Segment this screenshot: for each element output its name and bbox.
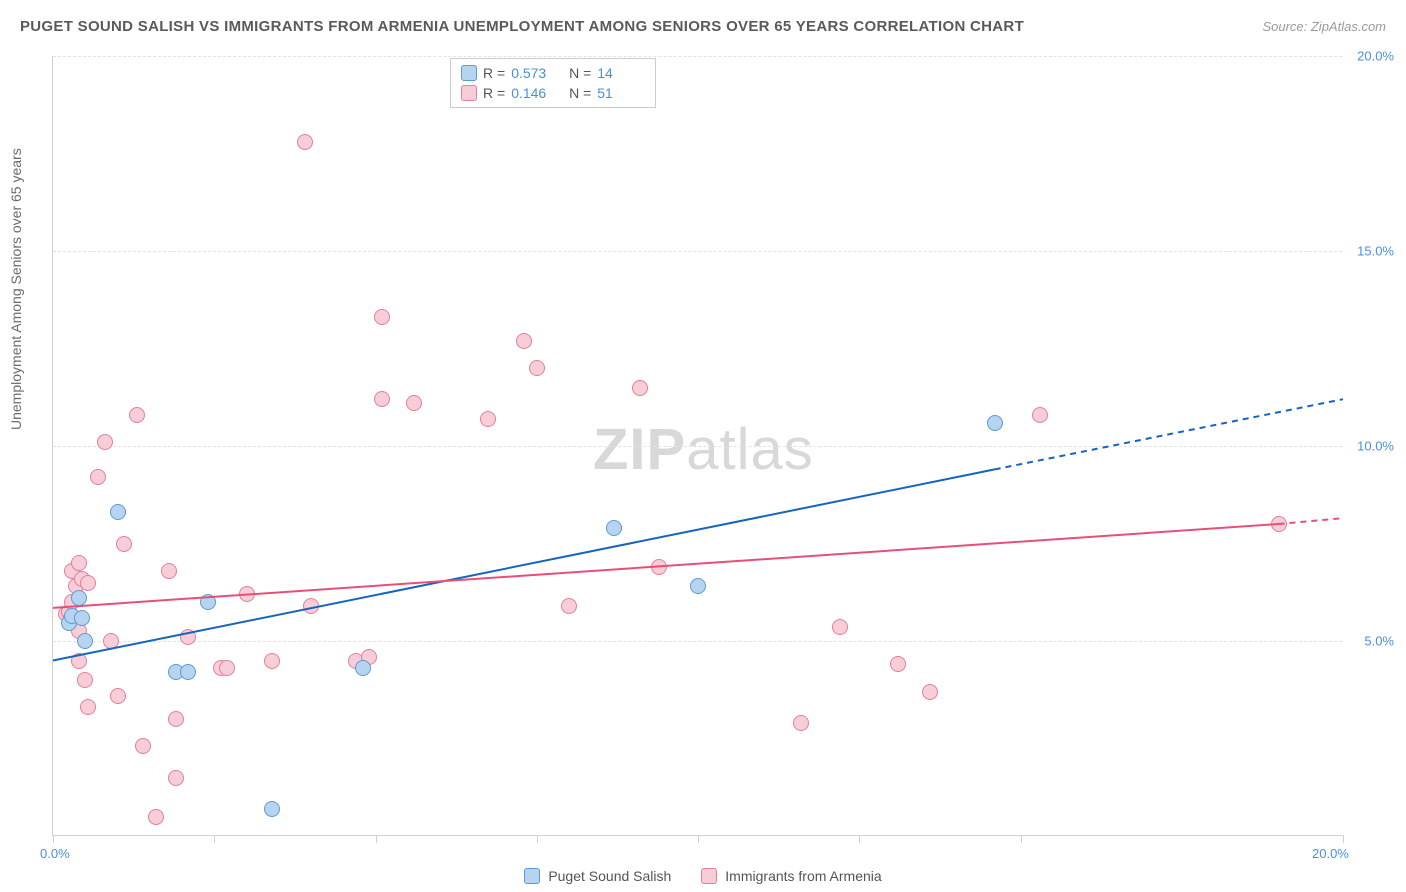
data-point — [77, 672, 93, 688]
y-axis-label: Unemployment Among Seniors over 65 years — [8, 148, 24, 430]
stats-row: R = 0.146 N = 51 — [461, 83, 645, 103]
data-point — [168, 770, 184, 786]
data-point — [103, 633, 119, 649]
data-point — [110, 504, 126, 520]
data-point — [161, 563, 177, 579]
y-tick-label: 5.0% — [1346, 634, 1394, 649]
data-point — [987, 415, 1003, 431]
x-tick — [537, 835, 538, 843]
x-tick — [859, 835, 860, 843]
data-point — [561, 598, 577, 614]
n-value: 51 — [597, 85, 645, 101]
n-label: N = — [565, 85, 591, 101]
data-point — [374, 391, 390, 407]
data-point — [110, 688, 126, 704]
data-point — [793, 715, 809, 731]
data-point — [71, 555, 87, 571]
y-tick-label: 20.0% — [1346, 49, 1394, 64]
data-point — [180, 629, 196, 645]
data-point — [71, 590, 87, 606]
legend-label: Immigrants from Armenia — [725, 868, 881, 884]
gridline — [53, 446, 1342, 447]
data-point — [129, 407, 145, 423]
data-point — [651, 559, 667, 575]
data-point — [200, 594, 216, 610]
r-value: 0.146 — [511, 85, 559, 101]
x-tick — [376, 835, 377, 843]
x-tick — [214, 835, 215, 843]
data-point — [890, 656, 906, 672]
source-label: Source: ZipAtlas.com — [1262, 19, 1386, 34]
data-point — [264, 801, 280, 817]
y-tick-label: 15.0% — [1346, 244, 1394, 259]
x-tick — [1021, 835, 1022, 843]
data-point — [297, 134, 313, 150]
data-point — [148, 809, 164, 825]
watermark: ZIPatlas — [593, 416, 814, 483]
data-point — [97, 434, 113, 450]
data-point — [1271, 516, 1287, 532]
stats-row: R = 0.573 N = 14 — [461, 63, 645, 83]
x-tick — [698, 835, 699, 843]
chart-title: PUGET SOUND SALISH VS IMMIGRANTS FROM AR… — [20, 18, 1024, 35]
n-label: N = — [565, 65, 591, 81]
gridline — [53, 56, 1342, 57]
data-point — [71, 653, 87, 669]
r-value: 0.573 — [511, 65, 559, 81]
data-point — [74, 610, 90, 626]
legend-item: Puget Sound Salish — [524, 868, 671, 884]
data-point — [606, 520, 622, 536]
series-legend: Puget Sound Salish Immigrants from Armeni… — [0, 868, 1406, 884]
data-point — [180, 664, 196, 680]
gridline — [53, 641, 1342, 642]
data-point — [80, 699, 96, 715]
x-max-label: 20.0% — [1312, 846, 1349, 861]
data-point — [632, 380, 648, 396]
data-point — [116, 536, 132, 552]
data-point — [90, 469, 106, 485]
legend-swatch — [701, 868, 717, 884]
data-point — [406, 395, 422, 411]
data-point — [77, 633, 93, 649]
data-point — [480, 411, 496, 427]
gridline — [53, 251, 1342, 252]
data-point — [529, 360, 545, 376]
data-point — [922, 684, 938, 700]
y-tick-label: 10.0% — [1346, 439, 1394, 454]
r-label: R = — [483, 85, 505, 101]
data-point — [1032, 407, 1048, 423]
n-value: 14 — [597, 65, 645, 81]
data-point — [264, 653, 280, 669]
scatter-plot-area: ZIPatlas 5.0%10.0%15.0%20.0% — [52, 56, 1342, 836]
data-point — [219, 660, 235, 676]
data-point — [690, 578, 706, 594]
data-point — [135, 738, 151, 754]
correlation-stats-legend: R = 0.573 N = 14 R = 0.146 N = 51 — [450, 58, 656, 108]
data-point — [80, 575, 96, 591]
legend-swatch — [461, 85, 477, 101]
legend-label: Puget Sound Salish — [548, 868, 671, 884]
legend-item: Immigrants from Armenia — [701, 868, 881, 884]
data-point — [168, 711, 184, 727]
data-point — [832, 619, 848, 635]
r-label: R = — [483, 65, 505, 81]
data-point — [303, 598, 319, 614]
x-tick — [53, 835, 54, 843]
data-point — [355, 660, 371, 676]
legend-swatch — [524, 868, 540, 884]
x-tick — [1343, 835, 1344, 843]
legend-swatch — [461, 65, 477, 81]
data-point — [239, 586, 255, 602]
data-point — [374, 309, 390, 325]
data-point — [516, 333, 532, 349]
x-origin-label: 0.0% — [40, 846, 70, 861]
